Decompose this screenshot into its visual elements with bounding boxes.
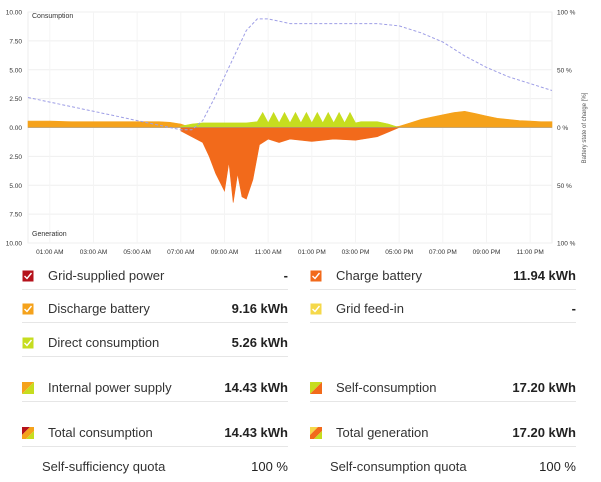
legend-label: Self-consumption quota (330, 458, 467, 474)
x-tick-label: 05:00 AM (123, 249, 150, 256)
chart-areas (27, 110, 553, 203)
right-tick-label: 100 % (557, 241, 576, 248)
tri-color-icon (310, 426, 322, 439)
left-tick-label: 10.00 (6, 10, 23, 17)
x-tick-label: 07:00 PM (429, 249, 457, 256)
legend-label: Grid-supplied power (48, 268, 165, 283)
x-tick-label: 11:00 PM (516, 249, 543, 256)
legend-row-self-sufficiency-quota: Self-sufficiency quota 100 % (22, 452, 288, 480)
chart-grid: 10.00 7.50 5.00 2.50 0.00 2.50 5.00 7.50 10.00 10… (6, 10, 576, 257)
legend-row-charge-battery[interactable]: Charge battery 11.94 kWh (310, 262, 576, 290)
legend-row-direct-consumption[interactable]: Direct consumption 5.26 kWh (22, 329, 288, 357)
right-axis-title: Battery state of charge [%] (582, 92, 588, 163)
left-tick-label: 5.00 (9, 183, 22, 190)
split-color-icon (22, 381, 34, 394)
legend-row-grid-supplied-power[interactable]: Grid-supplied power - (22, 262, 288, 290)
legend-label: Self-consumption (336, 380, 437, 395)
energy-legend: Grid-supplied power - Discharge battery 9.1… (0, 262, 601, 482)
legend-value: 17.20 kWh (512, 380, 576, 395)
discharge-battery-area (27, 110, 553, 128)
x-tick-label: 09:00 PM (473, 249, 501, 256)
legend-value: - (571, 301, 576, 316)
left-tick-label: 5.00 (9, 67, 22, 74)
legend-label: Total generation (336, 425, 429, 440)
x-tick-label: 07:00 AM (167, 249, 194, 256)
x-tick-label: 01:00 AM (36, 249, 63, 256)
direct-consumption-area (180, 111, 400, 128)
soc-line-group (27, 18, 553, 131)
legend-value: 17.20 kWh (512, 425, 576, 440)
legend-value: - (283, 268, 288, 283)
legend-value: 14.43 kWh (224, 380, 288, 395)
legend-value: 9.16 kWh (231, 301, 288, 316)
legend-label: Direct consumption (48, 335, 160, 350)
left-tick-label: 7.50 (9, 212, 22, 219)
legend-label: Charge battery (336, 268, 422, 283)
split-color-icon (310, 381, 322, 394)
legend-row-total-consumption: Total consumption 14.43 kWh (22, 419, 288, 447)
x-tick-label: 05:00 PM (385, 249, 413, 256)
consumption-label: Consumption (32, 13, 73, 20)
left-tick-label: 2.50 (9, 154, 22, 161)
x-tick-label: 01:00 PM (298, 249, 326, 256)
right-tick-label: 50 % (557, 67, 572, 74)
x-tick-label: 03:00 AM (80, 249, 107, 256)
legend-row-internal-power-supply: Internal power supply 14.43 kWh (22, 374, 288, 402)
generation-label: Generation (32, 231, 67, 238)
left-tick-label: 0.00 (9, 125, 22, 132)
legend-row-total-generation: Total generation 17.20 kWh (310, 419, 576, 447)
right-tick-label: 50 % (557, 183, 572, 190)
checkbox-icon (310, 270, 322, 282)
legend-label: Total consumption (48, 425, 153, 440)
soc-line (27, 18, 553, 131)
checkbox-icon (22, 337, 34, 349)
x-tick-label: 09:00 AM (211, 249, 238, 256)
left-tick-label: 10.00 (6, 241, 23, 248)
tri-color-icon (22, 426, 34, 439)
right-tick-label: 0 % (557, 125, 568, 132)
checkbox-icon (310, 303, 322, 315)
legend-label: Grid feed-in (336, 301, 404, 316)
legend-row-discharge-battery[interactable]: Discharge battery 9.16 kWh (22, 295, 288, 323)
legend-label: Internal power supply (48, 380, 172, 395)
chart-labels: Consumption Generation Battery state of … (32, 13, 588, 238)
legend-value: 100 % (539, 458, 576, 474)
legend-value: 5.26 kWh (231, 335, 288, 350)
left-tick-label: 2.50 (9, 96, 22, 103)
checkbox-icon (22, 303, 34, 315)
legend-row-grid-feed-in[interactable]: Grid feed-in - (310, 295, 576, 323)
energy-balance-chart: 10.00 7.50 5.00 2.50 0.00 2.50 5.00 7.50 10.00 10… (6, 10, 588, 257)
legend-value: 14.43 kWh (224, 425, 288, 440)
charge-battery-area (180, 127, 400, 203)
right-tick-label: 100 % (557, 10, 576, 17)
legend-label: Self-sufficiency quota (42, 458, 166, 474)
legend-value: 11.94 kWh (513, 268, 576, 283)
x-tick-label: 03:00 PM (342, 249, 370, 256)
x-tick-label: 11:00 AM (255, 249, 282, 256)
legend-value: 100 % (251, 458, 288, 474)
legend-row-self-consumption-quota: Self-consumption quota 100 % (310, 452, 576, 480)
legend-row-self-consumption: Self-consumption 17.20 kWh (310, 374, 576, 402)
left-tick-label: 7.50 (9, 38, 22, 45)
checkbox-icon (22, 270, 34, 282)
legend-label: Discharge battery (48, 301, 150, 316)
